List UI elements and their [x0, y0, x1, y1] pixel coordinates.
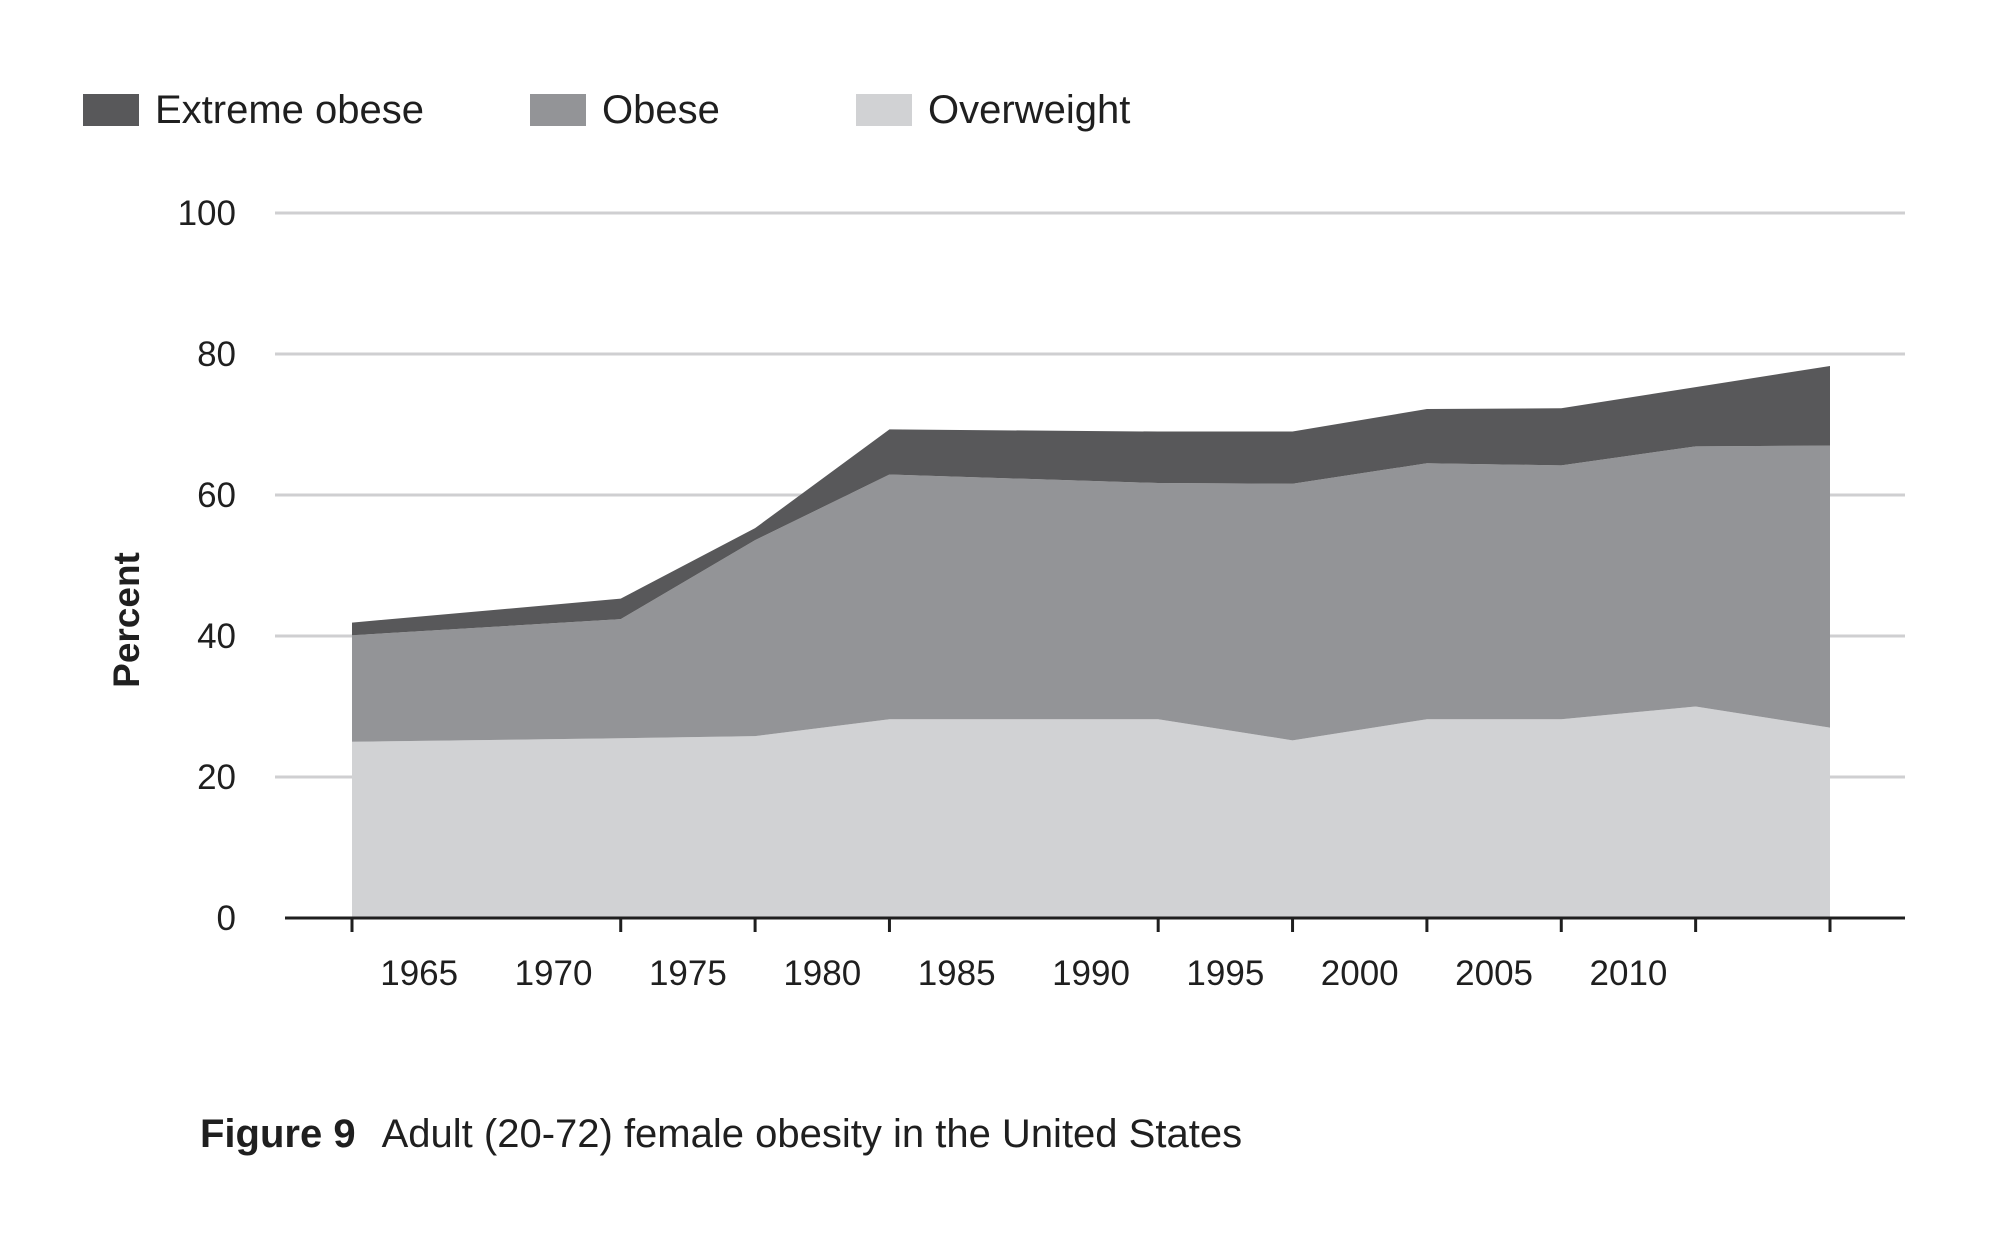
figure-caption-text: Adult (20-72) female obesity in the Unit… [381, 1112, 1243, 1156]
legend-item-overweight: Overweight [856, 88, 1130, 132]
y-tick-label-80: 80 [197, 335, 236, 374]
x-tick-label-1970: 1970 [515, 954, 593, 993]
x-tick-label-1995: 1995 [1186, 954, 1264, 993]
legend-item-obese: Obese [530, 88, 720, 132]
legend-swatch-extreme-obese [83, 94, 139, 126]
x-tick-label-1975: 1975 [649, 954, 727, 993]
x-tick-label-1985: 1985 [918, 954, 996, 993]
x-tick-label-2000: 2000 [1321, 954, 1399, 993]
y-tick-label-0: 0 [217, 899, 236, 938]
legend-label-obese: Obese [602, 88, 720, 132]
y-axis-label: Percent [106, 552, 147, 688]
y-tick-label-100: 100 [178, 194, 236, 233]
x-tick-label-2005: 2005 [1455, 954, 1533, 993]
area-overweight [352, 706, 1830, 918]
area-obese [352, 445, 1830, 742]
legend-item-extreme-obese: Extreme obese [83, 88, 424, 132]
axes [285, 916, 1905, 932]
x-tick-label-1965: 1965 [380, 954, 458, 993]
y-tick-label-60: 60 [197, 476, 236, 515]
y-tick-label-40: 40 [197, 617, 236, 656]
area-extreme-obese [352, 365, 1830, 636]
area-series [352, 365, 1830, 918]
y-tick-labels: 0 20 40 60 80 100 [178, 194, 236, 938]
legend-swatch-obese [530, 94, 586, 126]
x-tick-label-1980: 1980 [783, 954, 861, 993]
figure-number: Figure 9 [200, 1112, 356, 1156]
legend-label-overweight: Overweight [928, 88, 1130, 132]
y-tick-label-20: 20 [197, 758, 236, 797]
x-tick-label-1990: 1990 [1052, 954, 1130, 993]
x-tick-labels: 1965 1970 1975 1980 1985 1990 1995 2000 2005 2010 [380, 954, 1667, 993]
legend-label-extreme-obese: Extreme obese [155, 88, 424, 132]
chart-legend: Extreme obese Obese Overweight [83, 88, 1130, 132]
x-tick-label-2010: 2010 [1590, 954, 1668, 993]
figure-caption: Figure 9 Adult (20-72) female obesity in … [200, 1112, 1242, 1157]
legend-swatch-overweight [856, 94, 912, 126]
